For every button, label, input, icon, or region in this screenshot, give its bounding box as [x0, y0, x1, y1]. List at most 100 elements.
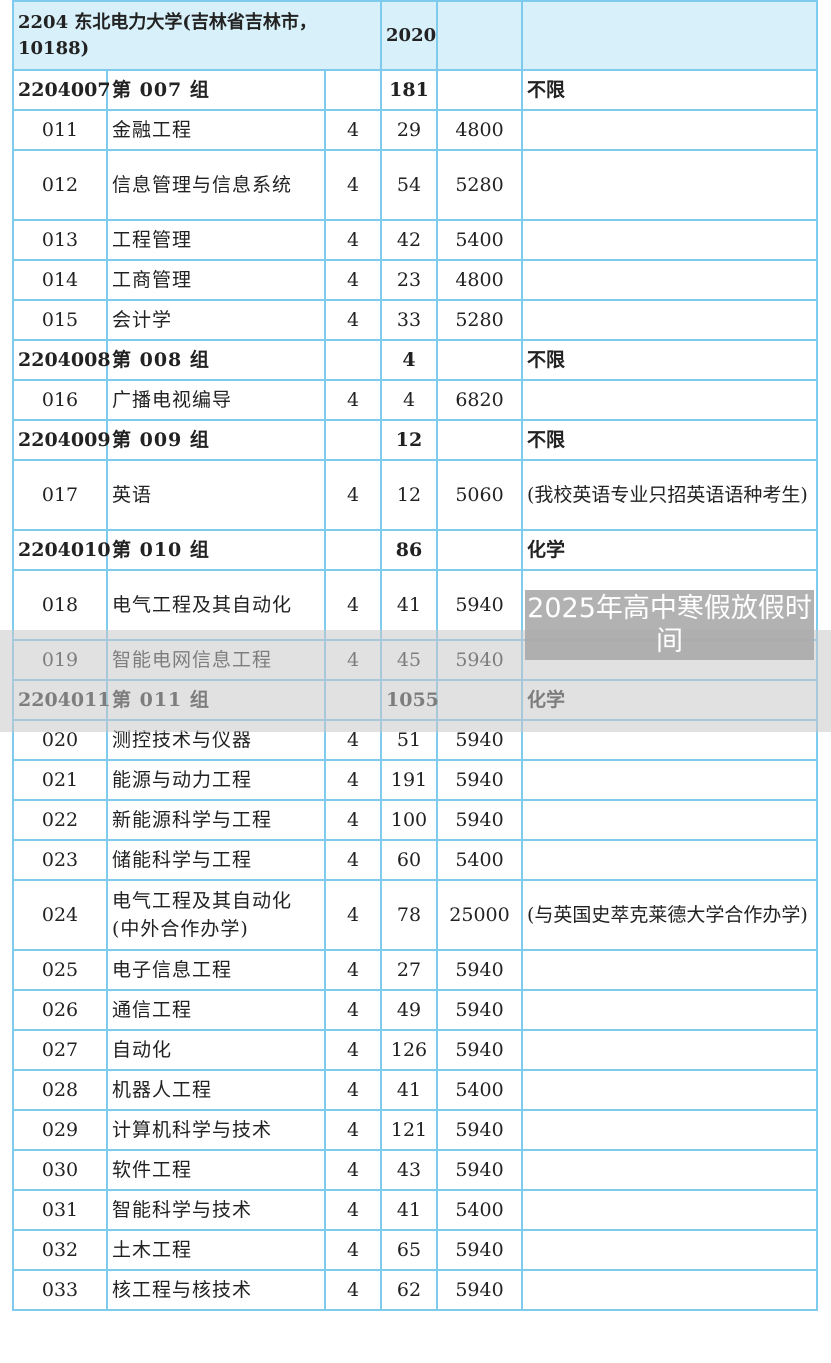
table-row: 017 英语 4 12 5060 (我校英语专业只招英语语种考生) [12, 459, 819, 531]
code-cell: 020 [12, 719, 108, 761]
count-cell: 126 [380, 1029, 439, 1071]
count-cell: 62 [380, 1269, 439, 1311]
name-cell: 储能科学与工程 [106, 839, 326, 881]
count-cell: 121 [380, 1109, 439, 1151]
fee-cell: 4800 [436, 259, 524, 301]
code-cell: 019 [12, 639, 108, 681]
note-cell [521, 219, 819, 261]
name-cell: 第 007 组 [106, 69, 326, 111]
code-cell: 016 [12, 379, 108, 421]
code-cell: 011 [12, 109, 108, 151]
count-cell: 27 [380, 949, 439, 991]
code-cell: 012 [12, 149, 108, 221]
group-row: 2204008 第 008 组 4 不限 [12, 339, 819, 381]
count-cell: 12 [380, 459, 439, 531]
group-row: 2204010 第 010 组 86 化学 [12, 529, 819, 571]
years-cell: 4 [323, 379, 383, 421]
note-cell: 化学 [521, 679, 819, 721]
group-row: 2204009 第 009 组 12 不限 [12, 419, 819, 461]
count-cell: 60 [380, 839, 439, 881]
fee-cell: 5940 [436, 989, 524, 1031]
code-cell: 029 [12, 1109, 108, 1151]
fee-cell: 5940 [436, 1269, 524, 1311]
table-row: 028 机器人工程 4 41 5400 [12, 1069, 819, 1111]
years-cell: 4 [323, 569, 383, 641]
name-cell: 计算机科学与技术 [106, 1109, 326, 1151]
table-row: 030 软件工程 4 43 5940 [12, 1149, 819, 1191]
years-cell: 4 [323, 1189, 383, 1231]
years-cell: 4 [323, 149, 383, 221]
table-row: 033 核工程与核技术 4 62 5940 [12, 1269, 819, 1311]
name-cell: 通信工程 [106, 989, 326, 1031]
years-cell [323, 419, 383, 461]
code-cell: 025 [12, 949, 108, 991]
count-cell: 12 [380, 419, 439, 461]
code-cell: 030 [12, 1149, 108, 1191]
fee-cell: 5280 [436, 299, 524, 341]
note-cell: 不限 [521, 69, 819, 111]
code-cell: 014 [12, 259, 108, 301]
count-cell: 51 [380, 719, 439, 761]
note-cell [521, 1149, 819, 1191]
note-cell [521, 719, 819, 761]
fee-cell [436, 69, 524, 111]
years-cell: 4 [323, 1109, 383, 1151]
name-cell: 软件工程 [106, 1149, 326, 1191]
count-cell: 191 [380, 759, 439, 801]
note-cell [521, 259, 819, 301]
fee-cell: 4800 [436, 109, 524, 151]
code-cell: 2204010 [12, 529, 111, 571]
count-cell: 4 [380, 339, 439, 381]
fee-cell: 5400 [436, 219, 524, 261]
table-row: 024 电气工程及其自动化(中外合作办学) 4 78 25000 (与英国史萃克莱德大学合… [12, 879, 819, 951]
note-cell [521, 109, 819, 151]
fee-cell [436, 419, 524, 461]
years-cell [323, 69, 383, 111]
count-cell: 41 [380, 569, 439, 641]
note-cell [521, 949, 819, 991]
name-cell: 会计学 [106, 299, 326, 341]
table-row: 021 能源与动力工程 4 191 5940 [12, 759, 819, 801]
table-row: 025 电子信息工程 4 27 5940 [12, 949, 819, 991]
count-cell: 1055 [380, 679, 439, 721]
fee-cell [436, 339, 524, 381]
name-cell: 自动化 [106, 1029, 326, 1071]
group-row: 2204007 第 007 组 181 不限 [12, 69, 819, 111]
fee-cell: 5940 [436, 569, 524, 641]
table-row: 029 计算机科学与技术 4 121 5940 [12, 1109, 819, 1151]
fee-cell: 5940 [436, 639, 524, 681]
years-cell: 4 [323, 1069, 383, 1111]
years-cell: 4 [323, 459, 383, 531]
code-cell: 021 [12, 759, 108, 801]
name-cell: 工商管理 [106, 259, 326, 301]
code-cell: 031 [12, 1189, 108, 1231]
note-cell [521, 839, 819, 881]
count-cell: 41 [380, 1189, 439, 1231]
note-cell: (与英国史萃克莱德大学合作办学) [521, 879, 819, 951]
group-row: 2204011 第 011 组 1055 化学 [12, 679, 819, 721]
code-cell: 2204007 [12, 69, 111, 111]
note-cell [521, 149, 819, 221]
table-header: 2204 东北电力大学(吉林省吉林市，10188) 2020 [11, 0, 819, 71]
note-cell [521, 1109, 819, 1151]
name-cell: 能源与动力工程 [106, 759, 326, 801]
years-cell: 4 [323, 1149, 383, 1191]
count-cell: 42 [380, 219, 439, 261]
name-cell: 第 010 组 [106, 529, 326, 571]
note-cell [521, 799, 819, 841]
year-cell: 2020 [380, 0, 439, 71]
count-cell: 33 [380, 299, 439, 341]
years-cell: 4 [323, 109, 383, 151]
table-row: 020 测控技术与仪器 4 51 5940 [12, 719, 819, 761]
years-cell: 4 [323, 989, 383, 1031]
years-cell [323, 529, 383, 571]
note-cell [521, 379, 819, 421]
code-cell: 023 [12, 839, 108, 881]
count-cell: 4 [380, 379, 439, 421]
code-cell: 015 [12, 299, 108, 341]
fee-cell: 5400 [436, 839, 524, 881]
years-cell: 4 [323, 1029, 383, 1071]
name-cell: 智能电网信息工程 [106, 639, 326, 681]
code-cell: 2204008 [12, 339, 111, 381]
note-cell [521, 1269, 819, 1311]
